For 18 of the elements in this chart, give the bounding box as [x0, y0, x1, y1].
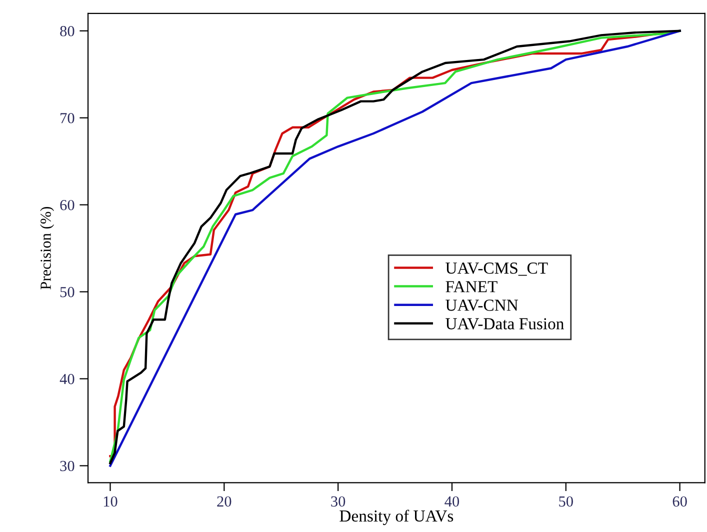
y-tick-label: 50 [60, 286, 74, 298]
y-tick-label: 40 [60, 374, 74, 384]
x-tick-label: 30 [331, 496, 346, 507]
y-tick-label: 30 [60, 460, 74, 472]
legend-label: FANET [446, 281, 498, 292]
legend-label: UAV-CNN [446, 300, 518, 311]
legend-label: UAV-CMS_CT [446, 262, 548, 276]
x-tick-label: 50 [559, 496, 573, 507]
x-tick-label: 40 [444, 496, 460, 507]
x-tick-label: 10 [104, 496, 118, 507]
x-tick-label: 20 [217, 496, 232, 507]
x-axis-title: Density of UAVs [340, 510, 454, 526]
y-axis-title: Precision (%) [40, 206, 54, 290]
x-tick-label: 60 [672, 496, 687, 507]
y-tick-label: 80 [60, 26, 74, 36]
y-tick-label: 60 [60, 200, 74, 210]
legend-label: UAV-Data Fusion [446, 318, 564, 330]
y-tick-label: 70 [60, 112, 74, 124]
